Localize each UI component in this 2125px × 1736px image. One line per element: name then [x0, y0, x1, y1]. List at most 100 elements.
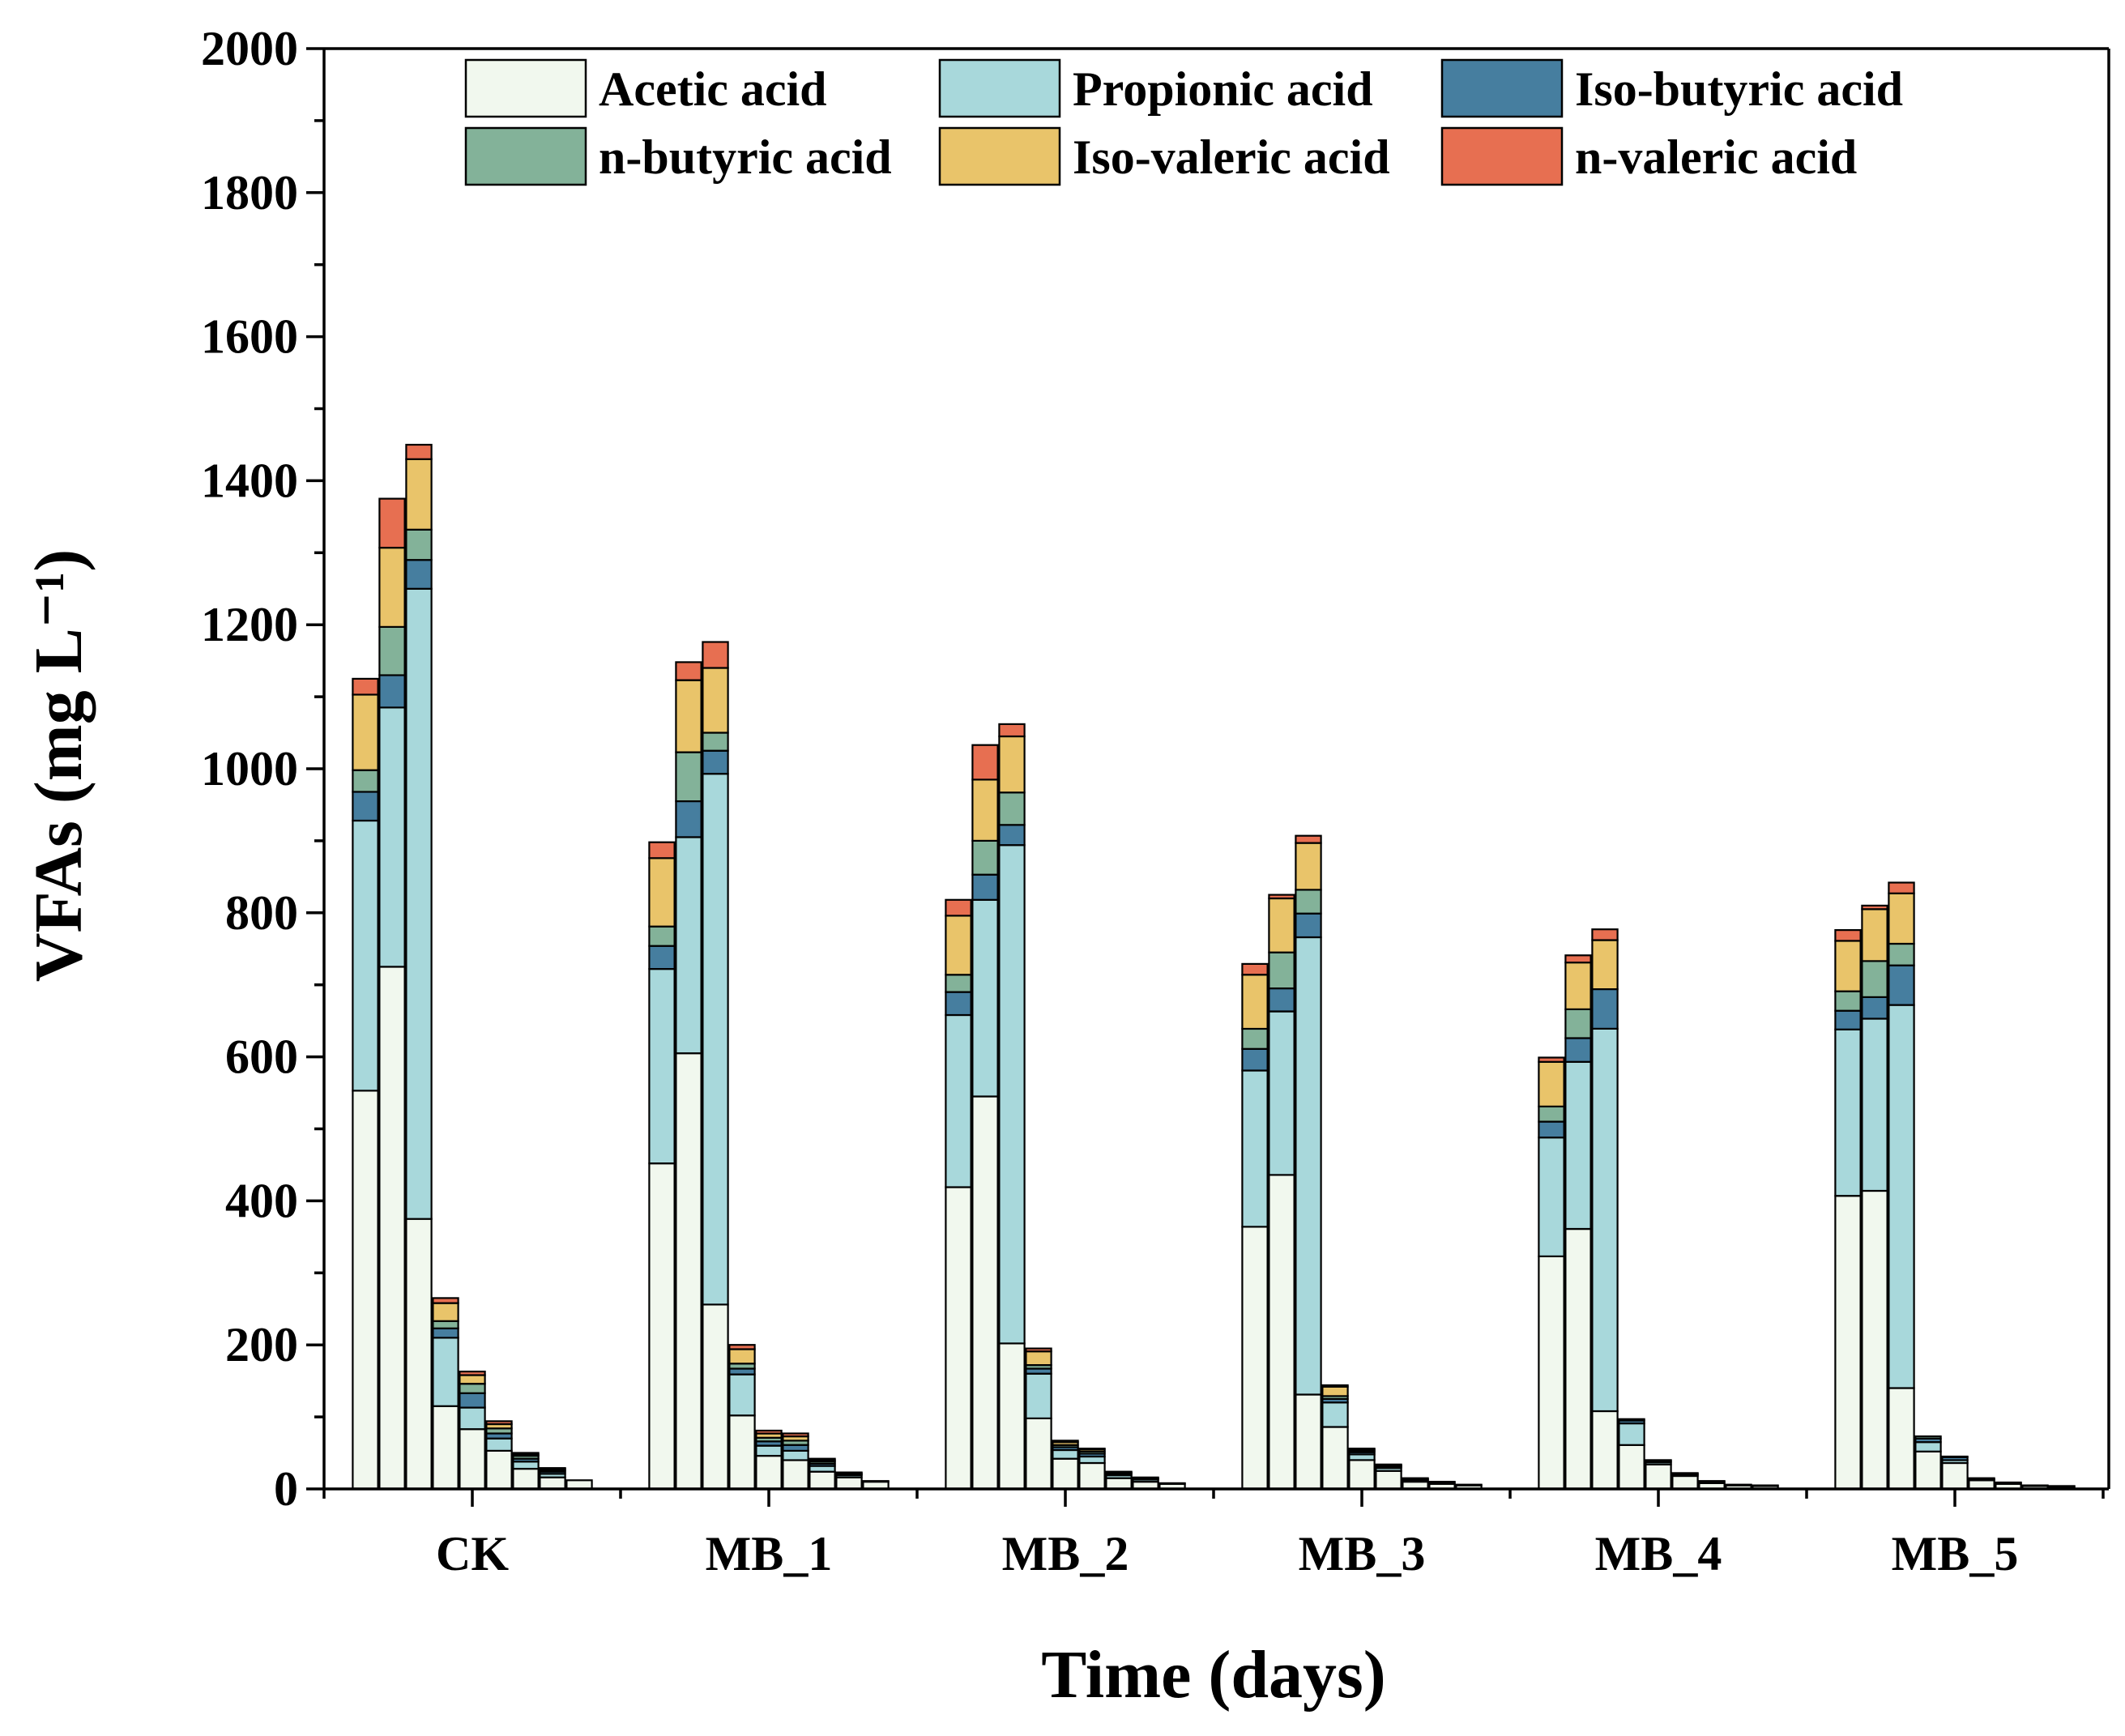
bar-segment-mb4-1-s2 [1538, 1120, 1565, 1139]
bar-segment-mb2-1-s0 [945, 1186, 972, 1491]
bar-segment-mb4-2-s4 [1564, 961, 1592, 1010]
bar-segment-mb3-3-s3 [1295, 889, 1322, 915]
bar-segment-ck-7-s0 [512, 1467, 540, 1491]
bar-segment-ck-7-s5 [512, 1452, 540, 1456]
bar-segment-mb2-4-s1 [1025, 1372, 1052, 1420]
bar-segment-mb5-4-s0 [1914, 1450, 1942, 1491]
bar-segment-mb3-4-s1 [1321, 1401, 1349, 1428]
bar-segment-mb4-2-s3 [1564, 1008, 1592, 1039]
bar-segment-mb5-3-s0 [1888, 1387, 1915, 1491]
bar-segment-mb4-4-s3 [1618, 1418, 1645, 1422]
bar-segment-mb4-2-s5 [1564, 954, 1592, 964]
bar-segment-ck-5-s1 [459, 1406, 486, 1431]
bar-segment-mb1-1-s4 [648, 857, 676, 928]
bar-segment-mb4-1-s0 [1538, 1255, 1565, 1491]
bar-segment-mb3-5-s5 [1348, 1448, 1376, 1451]
bar-segment-mb3-1-s4 [1241, 974, 1269, 1030]
bar-segment-mb2-7-s5 [1105, 1470, 1133, 1474]
y-tick-label: 1200 [201, 598, 298, 651]
bar-segment-mb5-3-s2 [1888, 964, 1915, 1006]
bar-segment-ck-8-s5 [539, 1467, 566, 1470]
bar-segment-ck-4-s0 [432, 1405, 459, 1491]
bar-segment-mb5-2-s3 [1861, 960, 1888, 999]
bar-segment-ck-6-s5 [485, 1420, 513, 1426]
bar-segment-mb1-4-s1 [728, 1373, 756, 1417]
bar-segment-mb3-3-s5 [1295, 834, 1322, 844]
legend-label-n-butyric-acid: n-butyric acid [599, 130, 892, 184]
axes-layer: 0 200 400 600 800 1000 1200 1400 1600 1800 2000 CK M… [201, 22, 2110, 1580]
bar-segment-mb1-1-s0 [648, 1162, 676, 1491]
bar-segment-mb1-2-s5 [675, 661, 702, 681]
bar-segment-ck-4-s4 [432, 1302, 459, 1322]
bar-segment-mb2-4-s4 [1025, 1350, 1052, 1367]
bar-segment-mb1-5-s5 [755, 1429, 783, 1435]
bar-segment-ck-6-s0 [485, 1449, 513, 1491]
bar-segment-mb1-9-s1 [862, 1480, 890, 1483]
bar-segment-ck-2-s5 [378, 497, 406, 549]
bar-segment-ck-2-s2 [378, 674, 406, 709]
legend-label-iso-butyric-acid: Iso-butyric acid [1575, 62, 1903, 116]
bar-segment-mb4-5-s0 [1645, 1463, 1672, 1491]
bar-segment-mb1-1-s3 [648, 925, 676, 947]
bar-segment-mb3-9-s1 [1455, 1483, 1483, 1486]
bar-segment-mb2-2-s1 [971, 898, 999, 1098]
legend-label-iso-valeric-acid: Iso-valeric acid [1073, 130, 1390, 184]
bar-segment-mb5-6-s3 [1968, 1477, 1995, 1480]
bar-segment-mb3-7-s4 [1402, 1477, 1429, 1480]
bar-segment-mb1-2-s0 [675, 1052, 702, 1491]
bar-segment-ck-5-s4 [459, 1374, 486, 1385]
bar-segment-mb3-1-s0 [1241, 1226, 1269, 1491]
bar-segment-ck-1-s3 [352, 769, 379, 793]
bar-segment-ck-4-s1 [432, 1337, 459, 1407]
bar-segment-mb5-7-s2 [1995, 1481, 2022, 1484]
bar-segment-mb1-4-s5 [728, 1344, 756, 1350]
x-axis-title: Time (days) [1041, 1637, 1385, 1713]
bar-segment-mb1-6-s2 [782, 1444, 809, 1452]
bar-segment-mb1-4-s4 [728, 1348, 756, 1365]
bar-segment-mb4-2-s1 [1564, 1060, 1592, 1231]
bar-segment-ck-4-s3 [432, 1320, 459, 1329]
bar-segment-mb3-2-s5 [1268, 894, 1295, 900]
bar-segment-mb3-4-s0 [1321, 1426, 1349, 1491]
y-tick-label: 600 [225, 1030, 298, 1084]
y-tick-label: 1600 [201, 310, 298, 364]
bar-segment-ck-2-s4 [378, 546, 406, 628]
bar-segment-mb2-4-s5 [1025, 1347, 1052, 1353]
bar-segment-mb1-3-s4 [702, 667, 729, 734]
legend-swatch-iso-butyric-acid [1440, 58, 1564, 118]
bar-segment-mb2-2-s2 [971, 873, 999, 901]
y-tick-label: 200 [225, 1318, 298, 1371]
bar-segment-ck-3-s0 [405, 1218, 433, 1491]
bar-segment-mb5-4-s3 [1914, 1435, 1942, 1440]
bar-segment-mb1-3-s5 [702, 641, 729, 669]
bar-segment-mb4-2-s0 [1564, 1227, 1592, 1491]
bar-segment-mb2-2-s4 [971, 778, 999, 842]
bar-segment-mb2-1-s1 [945, 1013, 972, 1188]
bar-segment-mb4-4-s1 [1618, 1422, 1645, 1446]
bar-segment-mb2-1-s5 [945, 898, 972, 917]
bar-segment-mb1-5-s1 [755, 1444, 783, 1457]
bar-segment-ck-5-s2 [459, 1392, 486, 1409]
bar-segment-mb1-2-s1 [675, 836, 702, 1055]
bar-segment-mb3-2-s4 [1268, 897, 1295, 953]
bar-segment-mb2-3-s3 [998, 791, 1026, 826]
bar-segment-mb3-6-s0 [1375, 1469, 1402, 1491]
bar-segment-mb3-1-s2 [1241, 1047, 1269, 1072]
bar-segment-mb5-3-s3 [1888, 942, 1915, 966]
bar-segment-mb2-9-s1 [1159, 1482, 1186, 1485]
bar-segment-mb4-3-s4 [1591, 939, 1619, 991]
bar-segment-mb5-2-s5 [1861, 904, 1888, 911]
bar-segment-mb3-5-s0 [1348, 1459, 1376, 1491]
bar-segment-mb2-1-s2 [945, 991, 972, 1017]
bar-segment-ck-5-s3 [459, 1383, 486, 1394]
x-tick-label-mb5: MB_5 [1892, 1527, 2019, 1580]
bar-segment-ck-8-s0 [539, 1476, 566, 1491]
bar-segment-mb4-5-s3 [1645, 1459, 1672, 1462]
y-tick-label: 1400 [201, 454, 298, 507]
bar-segment-mb2-5-s1 [1052, 1448, 1079, 1460]
bar-segment-ck-3-s3 [405, 528, 433, 561]
y-tick-label: 400 [225, 1174, 298, 1227]
legend-swatch-iso-valeric-acid [938, 126, 1061, 186]
bar-segment-mb5-1-s2 [1834, 1009, 1862, 1030]
legend-label-propionic-acid: Propionic acid [1073, 62, 1373, 116]
